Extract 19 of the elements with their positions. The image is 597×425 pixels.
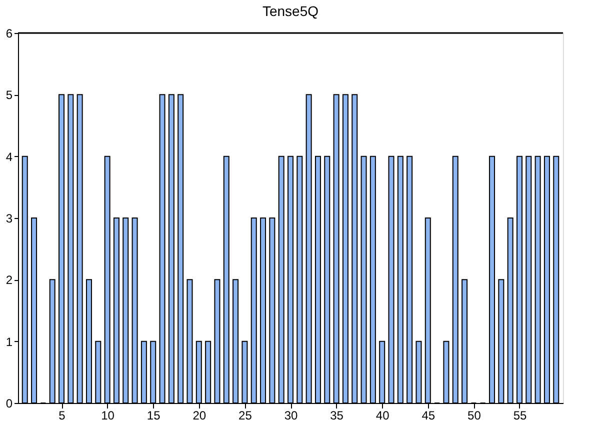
y-tick-label: 3 [6,212,13,226]
x-tick-label: 45 [422,408,436,422]
x-tick-label: 5 [58,408,66,422]
x-tick-label: 10 [101,408,115,422]
y-tick-label: 1 [6,334,13,349]
x-tick-label: 25 [238,408,252,422]
y-tick-label: 5 [6,88,13,102]
x-tick-label: 30 [284,408,298,422]
y-tick-label: 6 [6,26,13,40]
x-tick-label: 35 [330,408,344,422]
x-tick-label: 40 [376,408,390,422]
y-tick-label: 2 [6,273,13,288]
x-tick-label: 50 [468,408,482,422]
chart-title: Tense5Q [262,3,319,19]
y-tick-label: 4 [6,150,13,164]
x-tick-label: 20 [192,408,206,422]
x-tick-label: 15 [146,408,161,422]
x-tick-label: 55 [513,408,527,422]
y-tick-label: 0 [6,396,13,410]
